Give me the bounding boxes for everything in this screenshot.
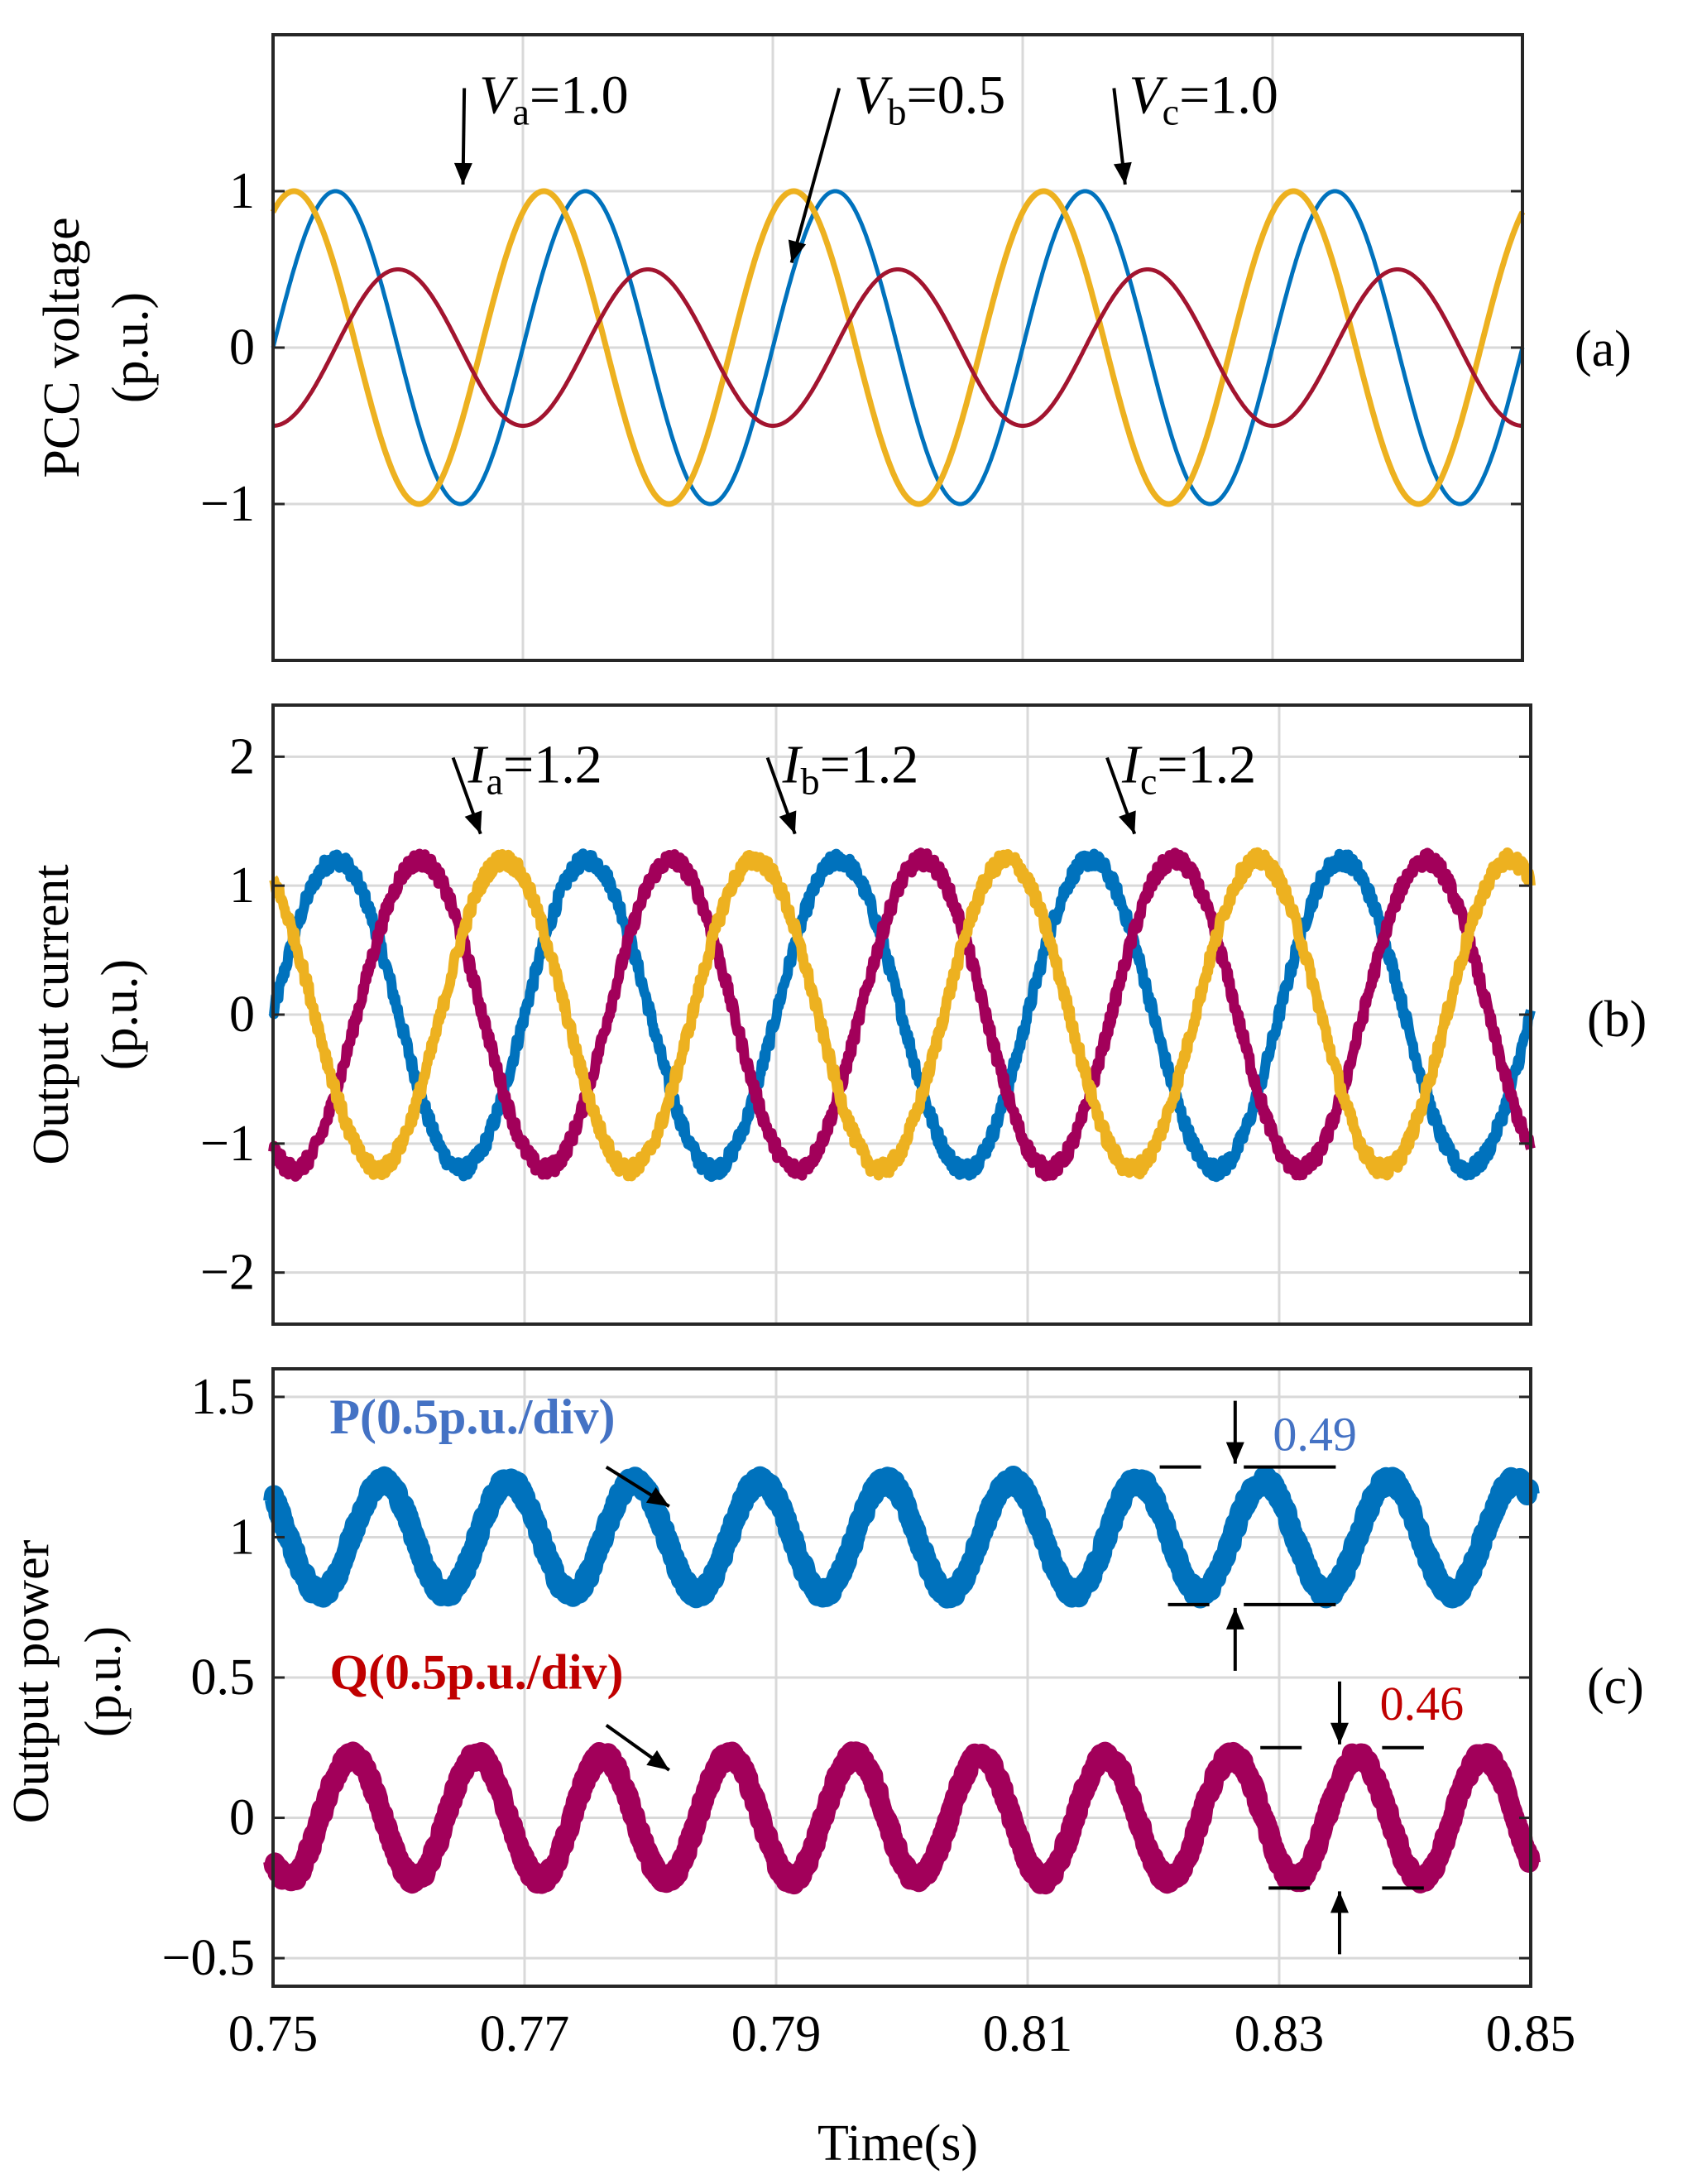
panel-a-label: (a) xyxy=(1575,321,1632,377)
panel-c-ytick-label: −0.5 xyxy=(162,1930,255,1986)
panel-c-ylabel-line1: Output power xyxy=(3,1539,60,1823)
annotation-arrow-head xyxy=(779,810,797,834)
measure-value: 0.46 xyxy=(1380,1677,1465,1730)
panel-b-ytick-label: −1 xyxy=(200,1116,255,1172)
annotation-arrow-head xyxy=(453,162,472,185)
panel-b-ylabel-line2: (p.u.) xyxy=(92,959,148,1070)
panel-b-label: (b) xyxy=(1587,991,1647,1048)
series-q-line xyxy=(263,1741,1541,1895)
x-axis-label: Time(s) xyxy=(817,2115,978,2172)
panel-b-ylabel-line1: Output current xyxy=(23,864,79,1164)
annotation-arrow-head xyxy=(1113,161,1132,185)
measure-arrow-top-head xyxy=(1225,1442,1244,1464)
series-ia-line xyxy=(268,848,1536,1183)
x-tick-label: 0.77 xyxy=(480,2006,570,2062)
measure-value: 0.49 xyxy=(1273,1407,1357,1461)
panel-a-ytick-label: −1 xyxy=(200,476,255,532)
annotation-va: Va=1.0 xyxy=(479,65,628,133)
series-ic-line xyxy=(269,847,1536,1182)
panel-c: P(0.5p.u./div) Q(0.5p.u./div) 0.49 0.46 −0.… xyxy=(3,1367,1644,2172)
annotation-arrow-head xyxy=(788,239,807,263)
panel-a-ytick-label: 1 xyxy=(229,163,255,219)
panel-c-ytick-label: 0.5 xyxy=(191,1649,256,1706)
panel-a-ylabel-line1: PCC voltage xyxy=(34,217,90,478)
measure-arrow-bottom-head xyxy=(1330,1891,1349,1913)
panel-c-xticks: 0.75 0.77 0.79 0.81 0.83 0.85 xyxy=(228,2006,1576,2062)
x-tick-label: 0.83 xyxy=(1235,2006,1325,2062)
panel-b-ytick-label: 1 xyxy=(229,857,255,914)
series-ib-line xyxy=(268,847,1536,1182)
series-p-line xyxy=(263,1466,1540,1609)
label-p-scale: P(0.5p.u./div) xyxy=(329,1390,615,1444)
pq-arrow-head xyxy=(646,1750,669,1770)
x-tick-label: 0.75 xyxy=(228,2006,319,2062)
panel-b: Ia=1.2 Ib=1.2 Ic=1.2 −2 −1 0 1 2 Output curren… xyxy=(23,703,1647,1326)
panel-c-annotations: P(0.5p.u./div) Q(0.5p.u./div) 0.49 0.46 xyxy=(329,1390,1465,1955)
annotation-vb: Vb=0.5 xyxy=(854,65,1005,133)
panel-c-label: (c) xyxy=(1587,1658,1644,1715)
annotation-arrow-head xyxy=(464,810,482,834)
label-q-scale: Q(0.5p.u./div) xyxy=(329,1645,623,1700)
panel-b-ytick-label: 2 xyxy=(229,728,255,785)
annotation-arrow xyxy=(789,87,841,264)
panel-b-plot xyxy=(268,847,1536,1183)
panel-a-ylabel-line2: (p.u.) xyxy=(103,292,159,403)
panel-a-ytick-label: 0 xyxy=(229,319,255,376)
panel-c-ytick-label: 1.5 xyxy=(191,1369,256,1425)
panel-c-yticks: −0.5 0 0.5 1 1.5 xyxy=(162,1369,1531,1986)
panel-b-annotations: Ia=1.2 Ib=1.2 Ic=1.2 xyxy=(451,735,1256,835)
x-tick-label: 0.79 xyxy=(731,2006,822,2062)
panel-a-yticks: −1 0 1 xyxy=(200,163,1522,532)
series-vb-line xyxy=(271,267,1524,428)
annotation-ib: Ib=1.2 xyxy=(782,735,919,803)
panel-c-ytick-label: 1 xyxy=(229,1509,255,1565)
annotation-ic: Ic=1.2 xyxy=(1121,735,1256,803)
series-vc-line xyxy=(270,188,1526,507)
panel-b-yticks: −2 −1 0 1 2 xyxy=(200,728,1531,1301)
panel-c-ylabel-line2: (p.u.) xyxy=(75,1626,132,1737)
x-tick-label: 0.85 xyxy=(1486,2006,1576,2062)
panel-a-annotations: Va=1.0 Vb=0.5 Vc=1.0 xyxy=(453,65,1278,264)
x-tick-label: 0.81 xyxy=(983,2006,1073,2062)
pq-arrow-head xyxy=(645,1487,669,1507)
panel-a-plot xyxy=(270,188,1526,507)
panel-a: Va=1.0 Vb=0.5 Vc=1.0 −1 0 1 PCC voltage (p.u… xyxy=(34,33,1632,662)
annotation-ia: Ia=1.2 xyxy=(467,735,602,803)
measure-arrow-bottom-head xyxy=(1225,1607,1244,1630)
panel-b-ytick-label: −2 xyxy=(200,1245,255,1301)
annotation-arrow-head xyxy=(1119,810,1136,834)
measure-arrow-top-head xyxy=(1330,1722,1349,1745)
annotation-vc: Vc=1.0 xyxy=(1129,65,1278,133)
panel-c-ytick-label: 0 xyxy=(229,1790,255,1846)
panel-b-ytick-label: 0 xyxy=(229,986,255,1043)
panel-c-plot xyxy=(263,1466,1541,1895)
